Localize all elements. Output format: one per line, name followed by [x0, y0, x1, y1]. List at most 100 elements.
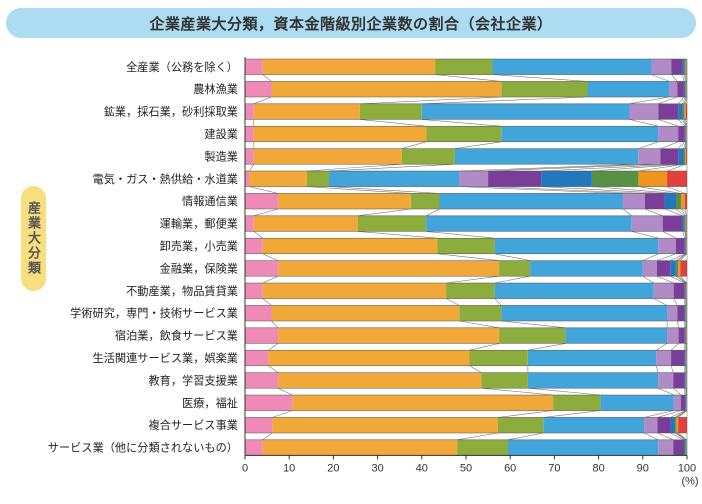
bar-segment-segment-4: [530, 260, 643, 277]
bar-segment-segment-1: [245, 59, 263, 75]
bar-segment-segment-7: [683, 439, 686, 456]
flow-connector-line: [682, 231, 686, 239]
flow-connector-line: [494, 275, 531, 284]
bar-segment-segment-2: [278, 372, 482, 389]
y-axis-label-pill: 産業大分類: [21, 186, 46, 291]
bar-segment-segment-4: [426, 215, 632, 232]
bar-segment-segment-5: [658, 372, 674, 389]
flow-connector-line: [670, 432, 684, 441]
flow-connector-line: [249, 186, 279, 194]
bar-segment-segment-5: [644, 417, 658, 433]
bar-segment-segment-3: [501, 81, 588, 97]
axis-tick-label: 30: [371, 462, 383, 474]
bar-segment-segment-1: [245, 238, 263, 254]
bar-segment-segment-5: [631, 215, 663, 232]
axis-tick-label: 90: [637, 462, 649, 474]
bar-segment-segment-4: [527, 350, 657, 366]
bar-segment-segment-4: [501, 305, 668, 321]
bar-segment-segment-1: [245, 193, 279, 209]
flow-connector-line: [445, 298, 460, 306]
bar-segment-segment-3: [553, 395, 601, 411]
flow-connector-line: [671, 74, 678, 82]
bar-segment-segment-7: [670, 417, 675, 433]
bar-segment-segment-8: [684, 59, 686, 75]
flow-connector-line: [459, 320, 500, 329]
bar-segment-segment-8: [676, 260, 679, 277]
flow-connector-line: [541, 186, 665, 194]
flow-connector-line: [681, 208, 686, 216]
bar-segment-segment-3: [457, 439, 508, 456]
bar-segment-segment-1: [245, 81, 272, 97]
bar-segment-segment-3: [481, 372, 528, 389]
flow-connector-line: [253, 208, 279, 217]
bar-segment-segment-7: [682, 215, 685, 232]
flow-connector-line: [306, 186, 411, 194]
flow-connector-line: [268, 365, 279, 373]
bar-segment-segment-1: [245, 439, 263, 456]
bar-segment-segment-6: [660, 148, 679, 165]
flow-connector-line: [658, 387, 674, 396]
bar-segment-segment-4: [508, 439, 659, 456]
bar-segment-segment-6: [658, 103, 679, 120]
bar-segment-segment-1: [245, 260, 279, 277]
bar-segment-segment-5: [629, 103, 659, 120]
flow-connector-line: [683, 141, 686, 149]
category-label: 製造業: [204, 149, 238, 163]
axis-tick-label: 20: [327, 462, 339, 474]
bar-segment-segment-3: [469, 350, 528, 366]
flow-connector-line: [262, 253, 279, 261]
flow-connector-line: [426, 231, 495, 239]
flow-connector-line: [253, 231, 263, 239]
flow-connector-line: [488, 186, 646, 194]
category-label: 複合サービス事業: [148, 418, 238, 432]
flow-connector-line: [527, 343, 566, 351]
flow-connector-line: [401, 141, 427, 149]
flow-connector-line: [656, 275, 674, 284]
flow-connector-line: [357, 208, 411, 217]
axis-tick-label: 80: [592, 462, 604, 474]
bar-segment-segment-8: [682, 103, 685, 120]
flow-connector-line: [328, 186, 440, 194]
bar-segment-segment-7: [541, 171, 592, 187]
flow-connector-line: [629, 96, 670, 105]
flow-connector-line: [674, 432, 686, 441]
bar-segment-segment-6: [662, 215, 683, 232]
bar-segment-segment-2: [253, 103, 360, 120]
flow-connector-line: [272, 410, 293, 418]
bar-segment-segment-7: [678, 148, 684, 165]
bar-segment-segment-7: [684, 372, 686, 389]
flow-connector-line: [249, 164, 255, 172]
bar-segment-segment-3: [446, 283, 495, 299]
axis-unit-label: (%): [681, 475, 698, 487]
bar-segment-segment-5: [658, 238, 676, 254]
flow-connector-line: [469, 365, 482, 373]
flow-connector-line: [670, 343, 679, 351]
bar-segment-segment-6: [676, 238, 685, 254]
bar-segment-segment-2: [268, 350, 470, 366]
flow-connector-line: [685, 96, 687, 104]
category-label: 医療，福祉: [182, 396, 238, 410]
flow-connector-line: [481, 387, 554, 396]
bar-segment-segment-8: [676, 193, 682, 209]
bar-segment-segment-9: [685, 215, 687, 232]
category-label: 農林漁業: [193, 82, 238, 96]
flow-connector-line: [642, 253, 659, 261]
bar-segment-segment-6: [657, 417, 671, 433]
bar-segment-segment-10: [678, 417, 687, 433]
bar-segment-segment-2: [262, 238, 438, 254]
flow-connector-line: [497, 410, 554, 418]
bar-segment-segment-5: [656, 350, 672, 366]
flow-connector-line: [638, 186, 682, 194]
bar-segment-segment-7: [684, 350, 686, 366]
bar-segment-segment-2: [253, 215, 358, 232]
bar-segment-segment-1: [245, 171, 250, 187]
bar-segment-segment-3: [435, 59, 493, 75]
bar-segment-segment-4: [527, 372, 659, 389]
flow-connector-line: [591, 186, 677, 194]
bar-segment-segment-6: [677, 305, 685, 321]
flow-connector-line: [670, 275, 685, 284]
bar-segment-segment-7: [682, 59, 685, 75]
chart-title: 企業産業大分類，資本金階級別企業数の割合（会社企業）: [6, 8, 696, 38]
flow-connector-line: [685, 141, 687, 149]
flow-connector-line: [262, 298, 272, 306]
